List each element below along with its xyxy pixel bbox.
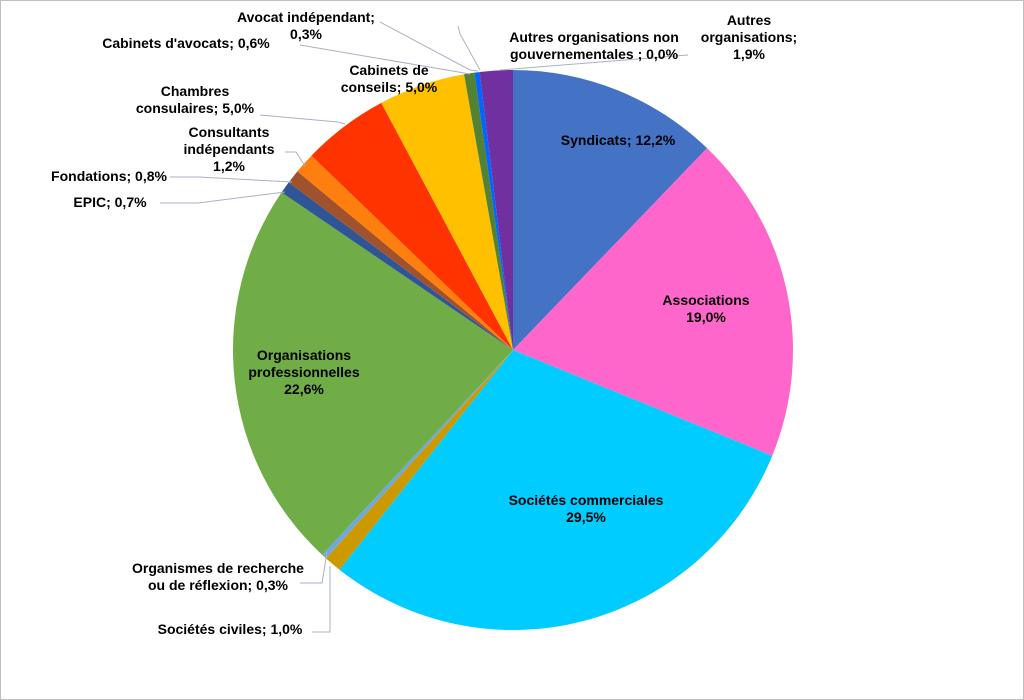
pie-slice-societes-commerciales [339, 350, 773, 630]
leader-line-avocat-independant [379, 21, 479, 72]
leader-line-organismes-de-recherche-ou-de-reflexion [300, 551, 328, 584]
pie-slice-chambres-consulaires [311, 102, 513, 350]
leader-line-epic [160, 191, 286, 204]
slice-label-line: Organisations [257, 347, 351, 363]
slice-label-line: Associations [662, 292, 749, 308]
slice-label-autres-organisations: Autres organisations; 1,9% [701, 12, 797, 62]
slice-label-line: professionnelles [248, 364, 359, 380]
slice-label-line: organisations; [701, 29, 797, 45]
slice-label-cabinets-d-avocats: Cabinets d'avocats; 0,6% [102, 35, 270, 51]
slice-label-line: Syndicats; 12,2% [561, 132, 676, 148]
slice-label-fondations: Fondations; 0,8% [51, 168, 167, 184]
slice-label-associations: Associations 19,0% [662, 292, 749, 325]
leader-line-societes-civiles [312, 566, 331, 633]
pie-slice-organismes-de-recherche-ou-de-reflexion [322, 350, 513, 559]
slice-label-line: 1,9% [733, 46, 765, 62]
slice-label-line: conseils; 5,0% [341, 79, 438, 95]
pie-slice-syndicats [513, 70, 708, 350]
slice-label-societes-civiles: Sociétés civiles; 1,0% [158, 621, 303, 637]
slice-label-line: Sociétés civiles; 1,0% [158, 621, 303, 637]
pie-slice-cabinets-d-avocats [464, 72, 513, 351]
slice-label-line: Autres organisations non [509, 29, 679, 45]
slice-label-line: Chambres [161, 83, 230, 99]
slice-label-line: consulaires; 5,0% [136, 100, 255, 116]
leader-line-consultants-independants [285, 151, 306, 167]
pie-slice-associations [513, 148, 794, 456]
slice-label-societes-commerciales: Sociétés commerciales 29,5% [509, 492, 664, 525]
slice-label-line: EPIC; 0,7% [73, 194, 147, 210]
pie-slice-avocat-independant [474, 71, 513, 351]
slice-label-chambres-consulaires: Chambres consulaires; 5,0% [136, 83, 255, 116]
pie-slice-organisations-professionnelles [232, 192, 513, 555]
pie-slice-fondations [288, 171, 513, 350]
slice-label-line: Consultants [189, 124, 270, 140]
pie-slice-societes-civiles [326, 350, 513, 570]
slice-label-syndicats: Syndicats; 12,2% [561, 132, 676, 148]
slice-label-line: ou de réflexion; 0,3% [148, 577, 289, 593]
slice-label-line: Organismes de recherche [132, 560, 304, 576]
slice-label-line: 0,3% [290, 26, 322, 42]
leader-line-fondations [170, 176, 293, 183]
slice-label-epic: EPIC; 0,7% [73, 194, 147, 210]
pie-slice-autres-organisations [479, 70, 513, 350]
slice-label-line: 1,2% [213, 158, 245, 174]
slices-layer [232, 70, 794, 630]
pie-slice-cabinets-de-conseils [381, 74, 513, 350]
slice-label-line: 22,6% [284, 381, 324, 397]
slice-label-line: Autres [727, 12, 772, 28]
slice-label-organismes-de-recherche-ou-de-reflexion: Organismes de recherche ou de réflexion; … [132, 560, 304, 593]
leader-line-autres-organisations-non-gouvernementales [457, 25, 481, 71]
slice-label-organisations-professionnelles: Organisations professionnelles 22,6% [248, 347, 359, 397]
slice-label-consultants-independants: Consultants indépendants 1,2% [183, 124, 274, 174]
slice-label-line: indépendants [183, 141, 274, 157]
labels-layer: Syndicats; 12,2% Associations 19,0% Société… [51, 9, 797, 637]
leader-line-chambres-consulaires [259, 114, 346, 125]
leader-line-cabinets-d-avocats [299, 44, 471, 75]
slice-label-line: 29,5% [566, 509, 606, 525]
slice-label-autres-organisations-non-gouvernementales: Autres organisations non gouvernementales… [509, 29, 679, 62]
slice-label-line: Cabinets de [349, 62, 429, 78]
leader-line-autres-organisations [499, 54, 689, 71]
slice-label-avocat-independant: Avocat indépendant; 0,3% [237, 9, 375, 42]
slice-label-line: 19,0% [686, 309, 726, 325]
slice-label-line: Sociétés commerciales [509, 492, 664, 508]
slice-label-line: Cabinets d'avocats; 0,6% [102, 35, 270, 51]
pie-slice-consultants-independants [297, 155, 513, 350]
pie-slice-epic [281, 182, 513, 350]
slice-label-line: gouvernementales ; 0,0% [510, 46, 679, 62]
slice-label-line: Avocat indépendant; [237, 9, 375, 25]
slice-label-line: Fondations; 0,8% [51, 168, 167, 184]
slice-label-cabinets-de-conseils: Cabinets de conseils; 5,0% [341, 62, 438, 95]
leaders-layer [160, 21, 689, 633]
